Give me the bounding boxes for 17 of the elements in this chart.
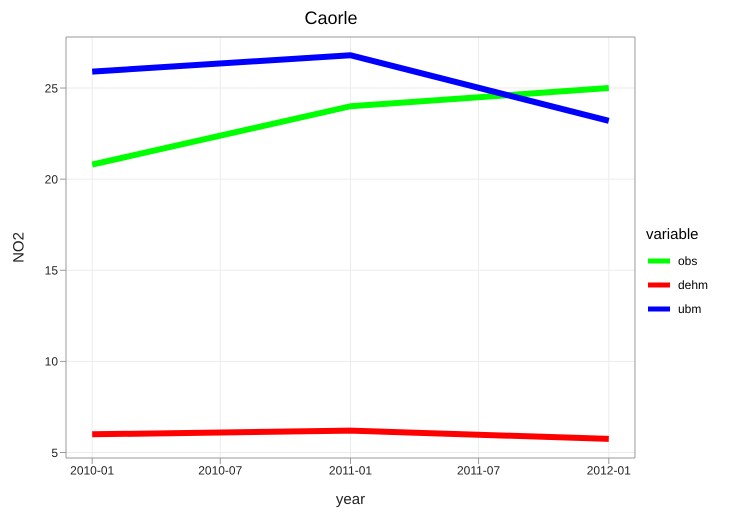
y-tick-label: 10	[44, 354, 58, 369]
x-tick-label: 2010-07	[198, 464, 243, 478]
legend-label: obs	[678, 254, 698, 268]
y-tick-label: 25	[44, 81, 58, 96]
x-tick-label: 2011-01	[328, 464, 372, 478]
y-tick-label: 20	[44, 172, 58, 186]
legend-label: dehm	[678, 278, 708, 292]
x-axis-title: year	[336, 491, 366, 508]
y-axis-title: NO2	[10, 232, 28, 263]
x-tick-label: 2010-01	[70, 464, 115, 478]
y-tick-label: 15	[44, 264, 58, 278]
y-tick-label: 5	[51, 446, 58, 460]
chart-title: Caorle	[303, 8, 359, 30]
legend-title: variable	[646, 226, 700, 242]
x-tick-label: 2012-01	[586, 464, 632, 478]
x-tick-label: 2011-07	[456, 464, 500, 478]
legend-label: ubm	[678, 302, 702, 316]
